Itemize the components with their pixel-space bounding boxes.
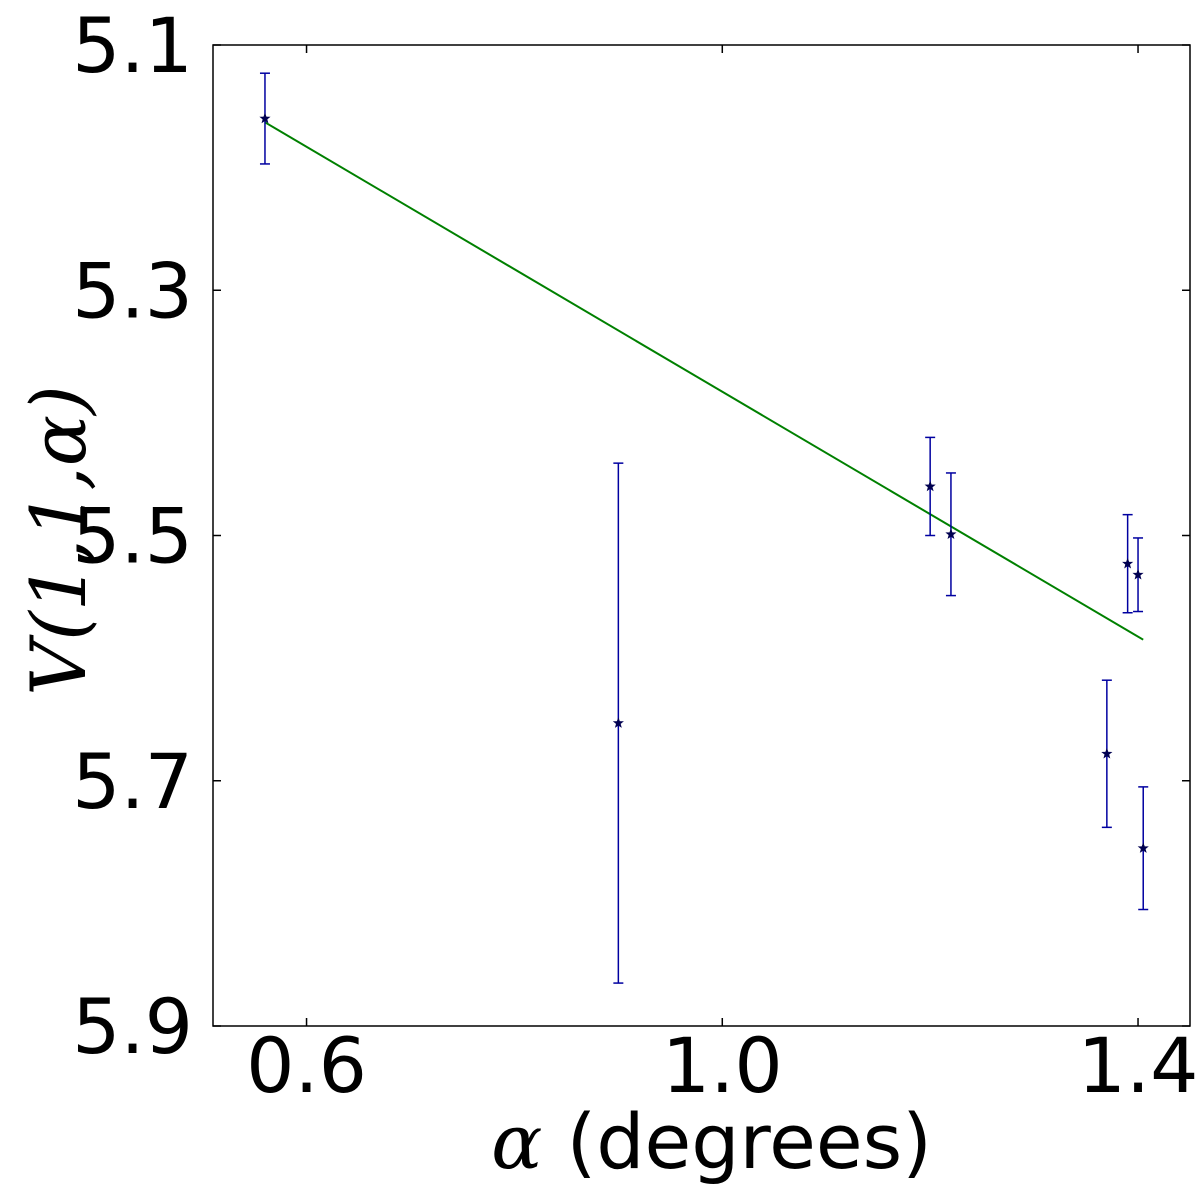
y-axis-title: V(1,1,α) <box>14 385 103 696</box>
star-marker <box>612 717 624 728</box>
data-point-4 <box>1101 679 1113 829</box>
x-axis-title: α (degrees) <box>491 1097 932 1186</box>
data-point-0 <box>259 72 271 165</box>
ticks-layer <box>213 44 1190 1027</box>
x-axis-title-symbol: α <box>491 1097 542 1186</box>
x-tick-label: 0.6 <box>246 1021 367 1110</box>
plot-area <box>212 44 1191 1027</box>
x-tick-label: 1.0 <box>662 1021 783 1110</box>
y-tick-label: 5.3 <box>72 246 193 335</box>
star-marker <box>1137 842 1149 853</box>
star-marker <box>1132 568 1144 580</box>
data-point-3 <box>945 472 957 597</box>
y-tick-label: 5.7 <box>72 737 193 826</box>
y-tick-label: 5.9 <box>72 982 193 1071</box>
y-tick-label: 5.5 <box>72 492 193 581</box>
fit-line <box>264 121 1144 641</box>
star-marker <box>945 528 957 540</box>
plot-frame <box>212 44 1191 1027</box>
x-axis-title-text: (degrees) <box>542 1097 931 1186</box>
data-point-6 <box>1132 537 1144 613</box>
y-tick-label: 5.1 <box>72 1 193 90</box>
star-marker <box>924 480 936 492</box>
star-marker <box>259 112 271 124</box>
data-point-2 <box>924 436 936 537</box>
star-marker <box>1101 747 1113 759</box>
data-point-7 <box>1137 786 1149 911</box>
labels-layer: 0.6 1.0 1.4 5.1 5.3 5.5 5.7 5.9 α (degrees) V(1,1… <box>14 1 1198 1186</box>
fit-line-layer <box>264 121 1144 641</box>
star-marker <box>1122 557 1134 569</box>
data-points-layer <box>259 72 1149 984</box>
data-point-1 <box>612 462 624 984</box>
x-tick-label: 1.4 <box>1078 1021 1199 1110</box>
data-point-5 <box>1122 513 1134 614</box>
